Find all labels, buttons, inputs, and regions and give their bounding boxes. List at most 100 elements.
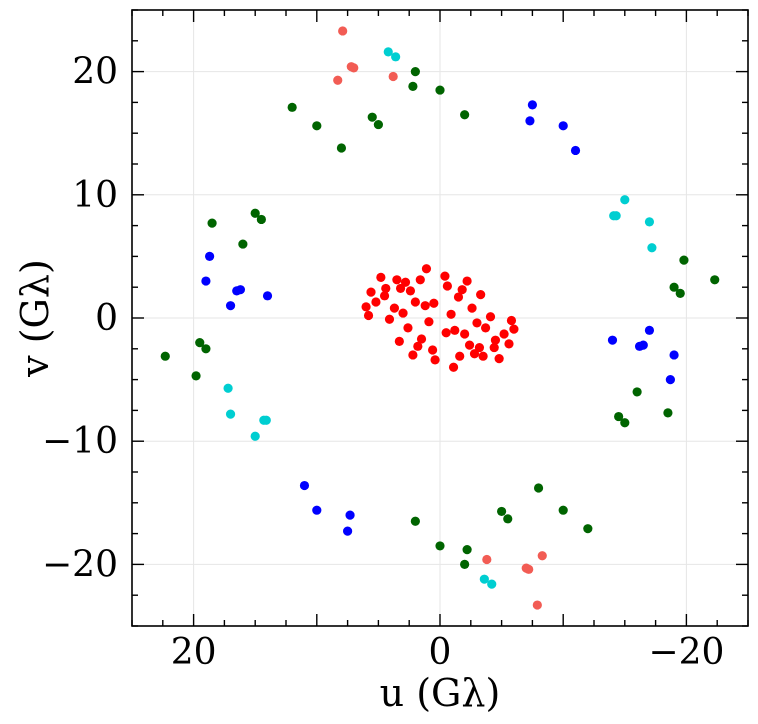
data-point [408,350,418,360]
data-point [421,264,432,274]
data-point [435,85,445,95]
data-point [472,318,482,328]
data-point [160,351,170,361]
data-point [679,255,689,265]
data-point [366,287,376,297]
y-tick-label: 10 [72,175,118,216]
data-point [460,329,470,339]
data-point [410,297,420,307]
y-tick-label: −20 [42,544,118,585]
data-point [312,505,322,515]
data-point [238,239,248,249]
data-point [490,335,501,345]
data-point [207,218,217,228]
y-axis-label: v (Gλ) [13,259,57,378]
grid [132,10,748,626]
data-points [160,26,720,610]
y-tick-label: 20 [72,52,118,93]
data-point [474,342,485,353]
data-point [430,355,440,365]
data-point [506,315,517,326]
data-point [482,554,492,565]
data-point [583,524,593,534]
data-point [462,276,472,286]
data-point [440,271,450,281]
data-point [570,145,581,156]
data-point [191,371,201,381]
data-point [533,483,544,493]
data-point [441,328,451,338]
data-point [663,408,673,418]
data-point [453,292,464,302]
data-point [446,309,456,319]
data-point [620,418,630,428]
data-point [420,301,430,311]
data-point [416,334,427,344]
data-point [345,510,355,520]
data-point [343,526,353,536]
data-point [225,409,236,419]
data-point [499,329,509,339]
data-point [669,282,679,292]
data-point [410,516,420,526]
data-point [376,272,386,282]
data-point [379,291,390,301]
data-point [442,281,452,291]
y-tick-labels: 20 10 0 −10 −20 [42,52,118,586]
x-tick-label: 20 [171,632,217,673]
data-point [467,303,477,313]
data-point [521,563,531,573]
data-point [558,505,568,515]
data-point [384,314,395,324]
data-point [509,324,519,334]
data-point [205,251,215,261]
data-point [644,217,655,227]
y-tick-label: 0 [95,298,118,339]
data-point [607,335,618,345]
data-point [312,121,322,131]
data-point [450,325,460,335]
data-point [647,243,657,253]
data-point [394,336,404,347]
data-point [299,480,310,491]
data-point [413,341,423,351]
data-point [455,351,465,361]
data-point [424,317,434,327]
data-point [349,63,359,73]
data-point [611,211,621,221]
x-axis-label: u (Gλ) [380,671,501,715]
data-point [460,110,470,120]
x-tick-label: 0 [429,632,452,673]
data-point [410,67,420,77]
data-point [398,308,408,318]
data-point [373,119,383,130]
data-point [408,81,418,91]
data-point [632,387,642,397]
data-point [558,121,568,131]
data-point [480,323,491,333]
data-point [250,208,260,218]
data-point [256,214,266,225]
data-point [537,551,547,561]
data-point [225,301,236,311]
data-point [525,116,535,126]
data-point [371,297,381,307]
data-point [710,275,720,285]
data-point [464,340,475,350]
data-point [405,286,416,296]
data-point [388,71,398,82]
data-point [429,298,439,308]
data-point [383,47,393,57]
data-point [448,362,459,372]
axis-ticks [131,9,749,627]
data-point [259,415,269,425]
data-point [478,351,488,361]
data-point [675,288,685,298]
data-point [476,289,486,300]
data-point [336,143,347,153]
data-point [620,195,630,205]
y-tick-label: −10 [42,421,118,462]
data-point [389,303,400,313]
data-point [669,350,679,360]
